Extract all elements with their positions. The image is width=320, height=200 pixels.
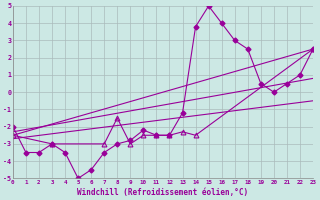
X-axis label: Windchill (Refroidissement éolien,°C): Windchill (Refroidissement éolien,°C) [77,188,249,197]
